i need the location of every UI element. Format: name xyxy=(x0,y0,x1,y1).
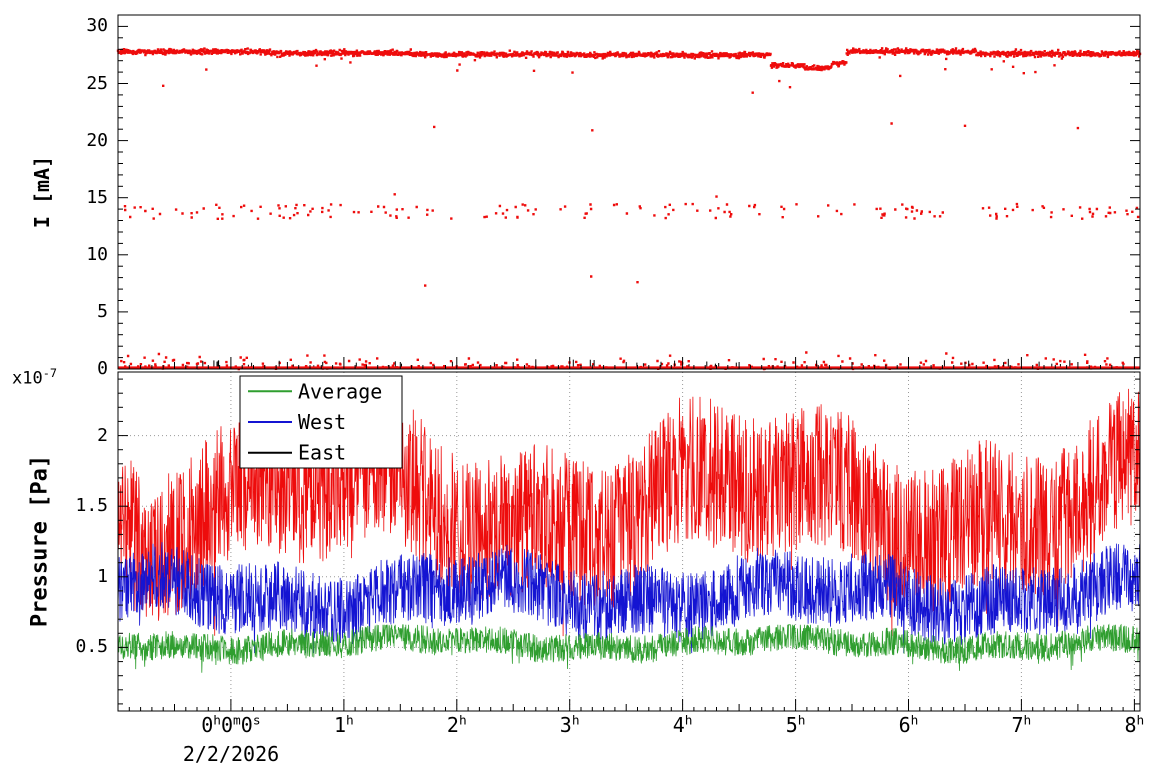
series-average-line xyxy=(117,623,1141,673)
y-axis-title-pressure: Pressure [Pa] xyxy=(27,454,53,628)
panel-frame-current xyxy=(117,14,1141,370)
legend-label-east: East xyxy=(298,441,346,465)
legend-label-average: Average xyxy=(298,379,382,403)
series-west-line xyxy=(117,542,1141,654)
date-label: 2/2/2026 xyxy=(182,742,280,766)
pressure-multiplier-label: x10-7 xyxy=(12,366,57,389)
panel-frame-pressure xyxy=(117,371,1141,712)
series-east-line xyxy=(117,388,1141,637)
series-current-mid-band xyxy=(123,202,1140,220)
series-current-outliers xyxy=(162,84,1080,287)
y-axis-title-current: I [mA] xyxy=(30,155,54,229)
legend-label-west: West xyxy=(298,410,346,434)
multiplier-base: x10 xyxy=(12,368,43,389)
series-current-zero-line xyxy=(118,366,1140,370)
series-current-main-band xyxy=(116,47,1142,89)
multiplier-exponent: -7 xyxy=(42,366,58,380)
